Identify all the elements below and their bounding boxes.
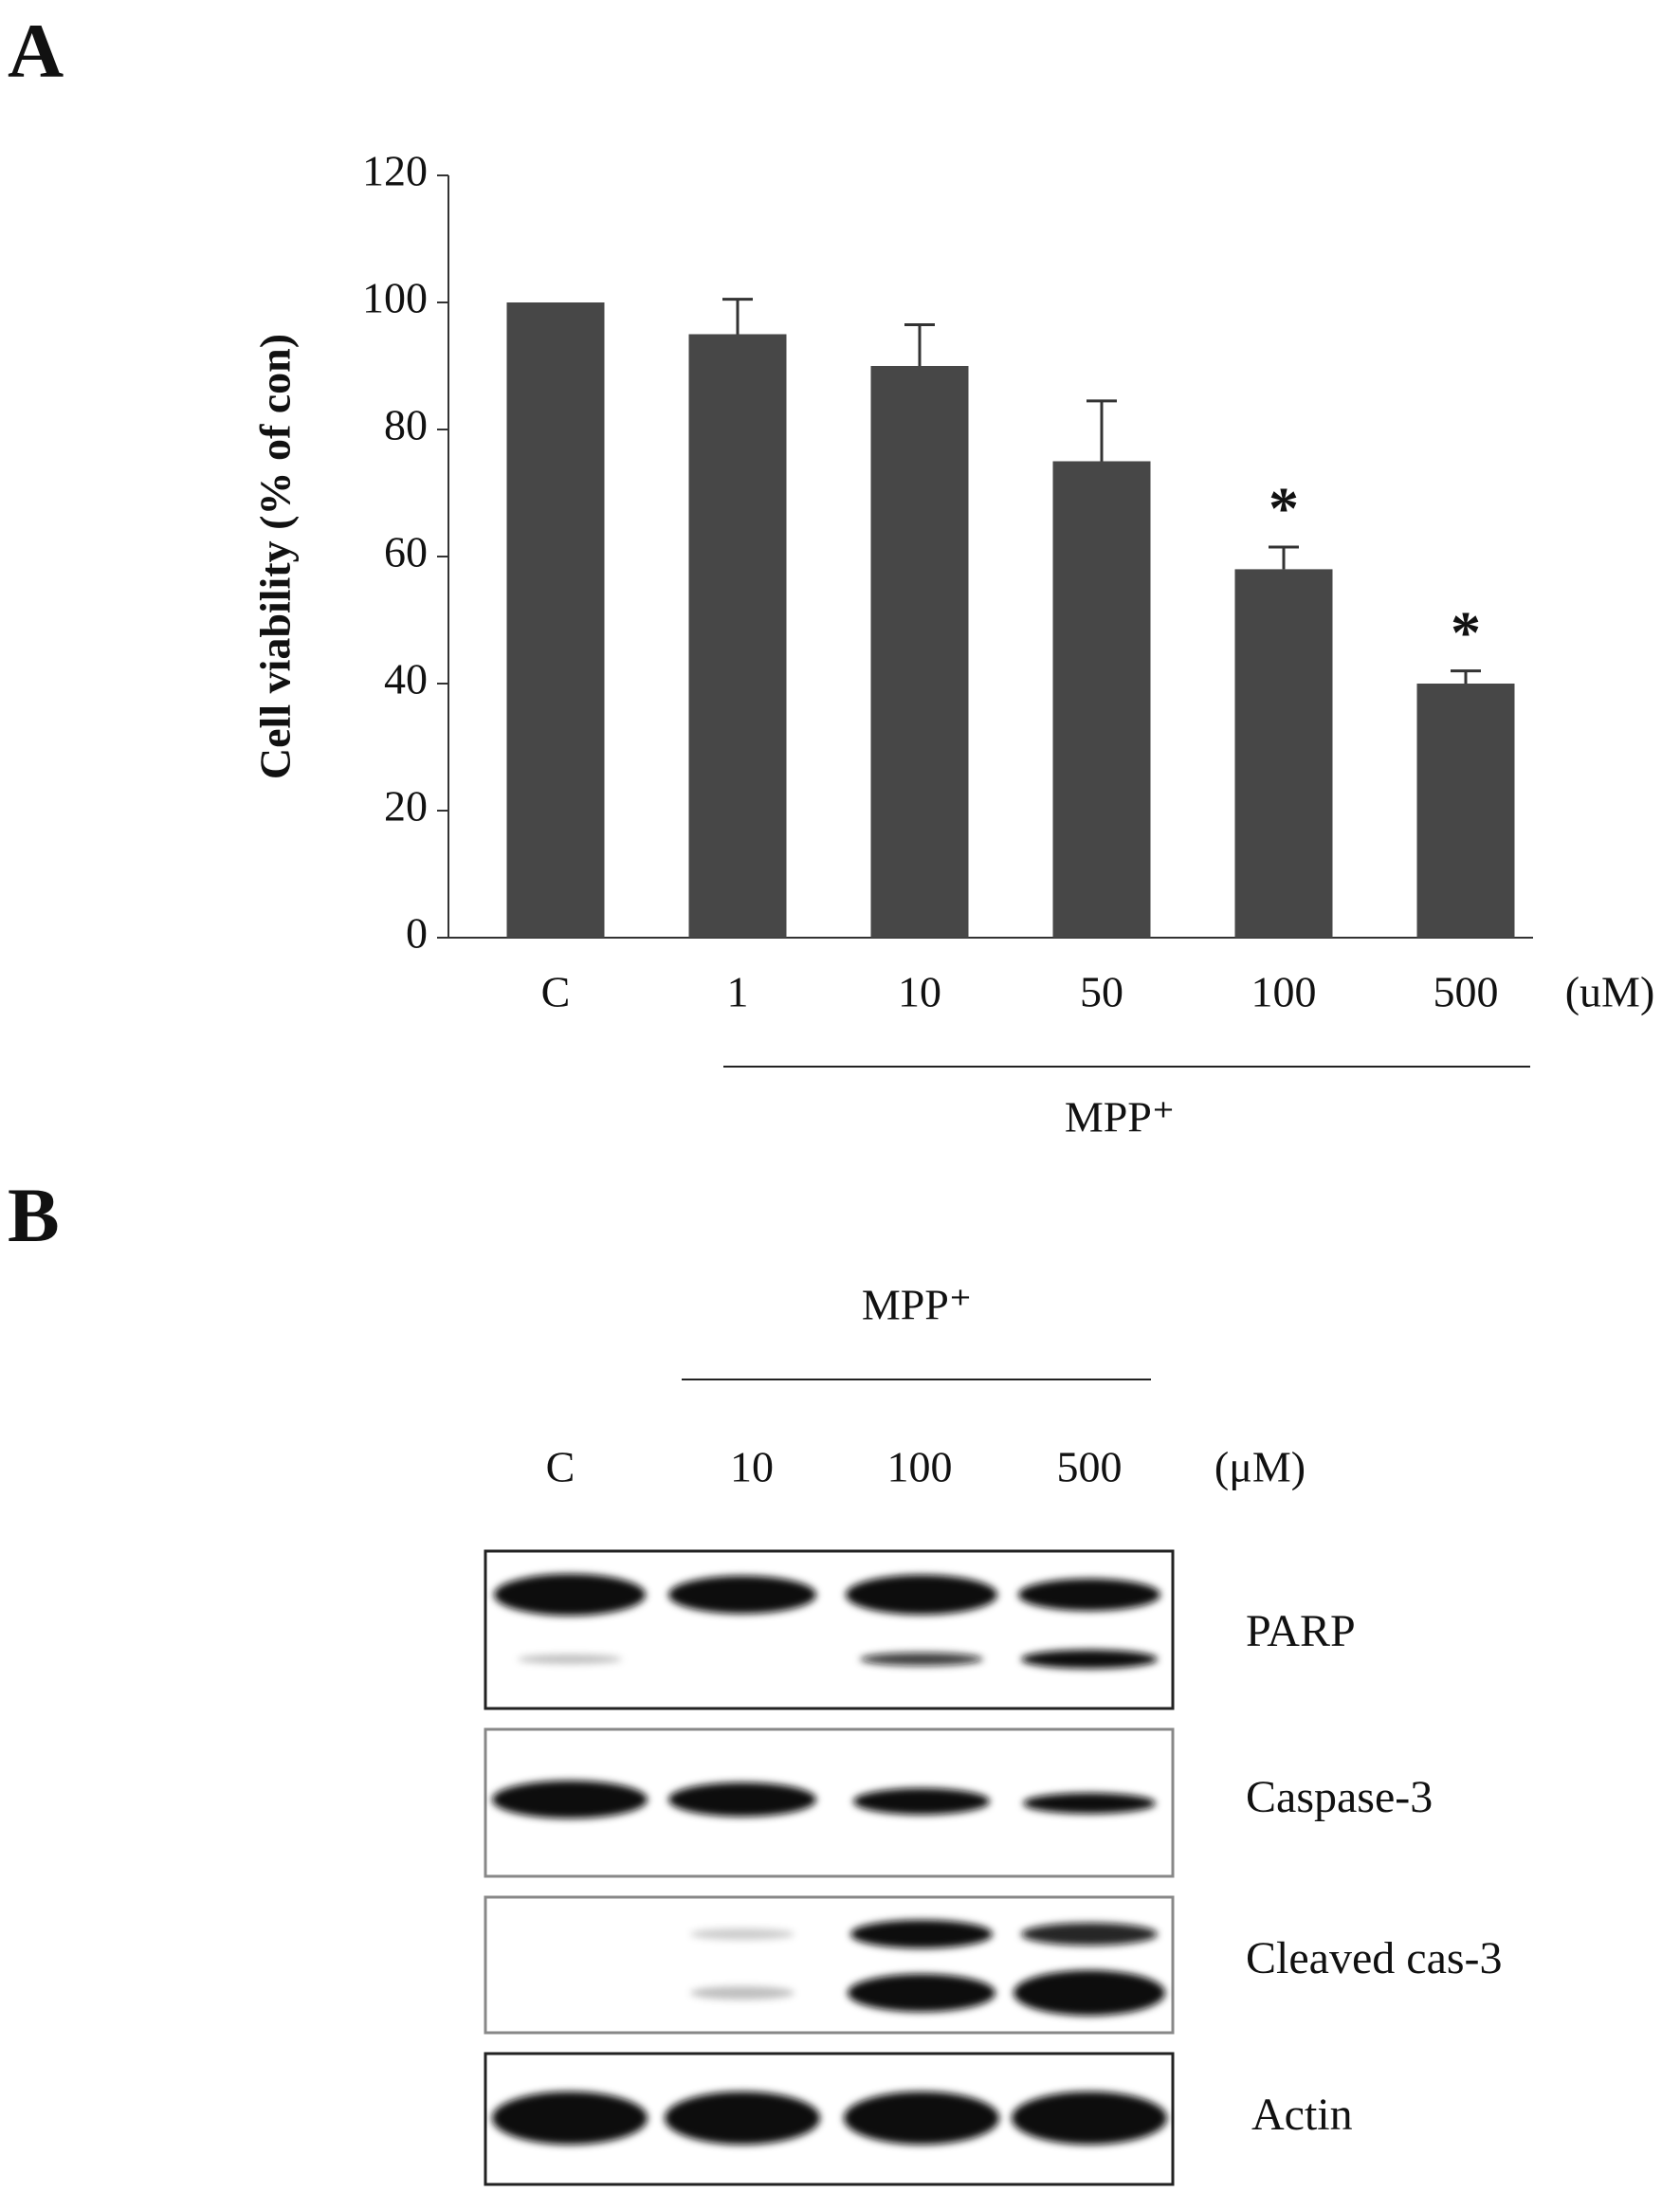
band <box>690 1928 794 1940</box>
group-label: MPP⁺ <box>1065 1093 1175 1142</box>
y-tick-label: 80 <box>384 401 428 449</box>
lane-label: 100 <box>887 1443 953 1491</box>
blot-group-label: MPP⁺ <box>862 1281 972 1329</box>
lane-label: C <box>546 1443 575 1491</box>
band <box>1013 1970 1165 2016</box>
band <box>846 1575 997 1615</box>
bar <box>870 366 969 938</box>
panel-label: A <box>8 8 64 94</box>
row-label: PARP <box>1246 1606 1356 1656</box>
y-tick-label: 20 <box>384 782 428 831</box>
significance-star: * <box>1269 475 1299 542</box>
band <box>853 1788 990 1815</box>
x-tick-label: 100 <box>1251 968 1317 1016</box>
x-tick-label: C <box>541 968 571 1016</box>
y-axis-label: Cell viability (% of con) <box>251 334 300 779</box>
blot-panel <box>484 1549 1175 2186</box>
bar <box>1416 684 1515 938</box>
band <box>1021 1650 1158 1669</box>
lane-label: 500 <box>1057 1443 1123 1491</box>
bar <box>506 302 605 938</box>
bands <box>492 1574 1167 2145</box>
x-tick-label: 500 <box>1433 968 1499 1016</box>
bar <box>688 334 787 938</box>
row-label: Caspase-3 <box>1246 1772 1433 1822</box>
panel-label: B <box>8 1172 60 1258</box>
band <box>844 2092 999 2145</box>
band <box>1018 1579 1160 1611</box>
band <box>492 1781 648 1818</box>
band <box>1021 1923 1158 1945</box>
bar <box>1052 461 1151 938</box>
x-tick-label: 10 <box>898 968 941 1016</box>
row-label: Cleaved cas-3 <box>1246 1933 1503 1983</box>
band <box>860 1653 983 1666</box>
band <box>1012 2092 1167 2145</box>
x-tick-label: 1 <box>727 968 749 1016</box>
significance-star: * <box>1451 598 1481 666</box>
unit-label: (μM) <box>1214 1443 1306 1491</box>
band <box>518 1654 622 1664</box>
band <box>665 2092 820 2145</box>
band <box>668 1782 816 1817</box>
lane-label: 10 <box>730 1443 774 1491</box>
row-label: Actin <box>1251 2090 1353 2140</box>
band <box>1023 1793 1156 1814</box>
bar <box>1234 569 1333 938</box>
band <box>668 1576 816 1614</box>
unit-label: (uM) <box>1565 968 1655 1016</box>
x-tick-label: 50 <box>1080 968 1123 1016</box>
y-tick-label: 100 <box>362 274 428 322</box>
band <box>850 1920 993 1948</box>
y-tick-label: 60 <box>384 528 428 576</box>
band <box>848 1974 995 2012</box>
band <box>492 2092 648 2145</box>
y-tick-label: 40 <box>384 655 428 703</box>
blot-box <box>484 1549 1175 1710</box>
band <box>690 1986 794 2000</box>
y-tick-label: 120 <box>362 147 428 195</box>
y-tick-label: 0 <box>406 909 428 958</box>
band <box>494 1574 646 1616</box>
